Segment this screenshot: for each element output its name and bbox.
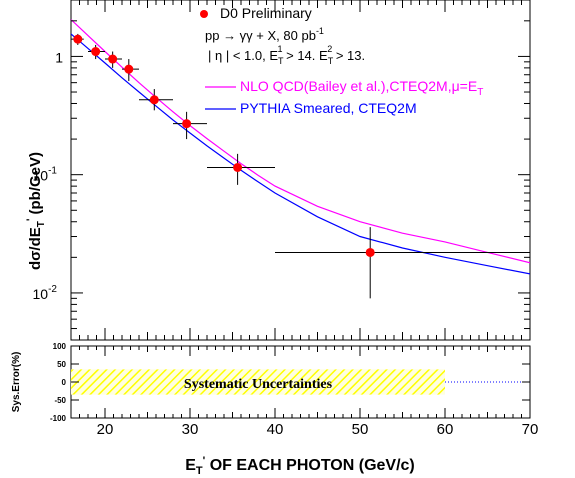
x-axis-label: ET' OF EACH PHOTON (GeV/c): [185, 455, 415, 477]
sys-ytick-label-3: -50: [54, 396, 66, 405]
ytick-label-0: 1: [55, 49, 63, 65]
xtick-label-5: 70: [522, 421, 539, 438]
legend-nlo-label: NLO QCD(Bailey et al.),CTEQ2M,μ=ET: [240, 78, 483, 98]
data-point-7: [365, 247, 375, 257]
main-plot-frame: [70, 0, 531, 341]
legend-d0-label: D0 Preliminary: [220, 5, 312, 21]
sys-ytick-label-0: 100: [53, 342, 67, 351]
data-point-6: [233, 163, 243, 173]
data-point-5: [182, 119, 192, 129]
data-point-2: [108, 54, 118, 64]
xtick-label-4: 60: [437, 421, 454, 438]
main-ylabel: dσ/dET'(pb/GeV): [25, 152, 47, 270]
data-point-1: [91, 47, 101, 57]
legend-marker-d0: [200, 10, 208, 18]
sys-band: [71, 369, 445, 395]
nlo-curve: [71, 19, 530, 264]
data-point-0: [73, 34, 83, 44]
sys-ytick-label-1: 50: [57, 360, 66, 369]
sys-ytick-label-2: 0: [62, 378, 67, 387]
ytick-label-1: 10-1: [33, 166, 58, 184]
ytick-label-2: 10-2: [33, 284, 58, 302]
legend-process: pp → γγ + X, 80 pb-1: [205, 26, 324, 43]
data-point-4: [149, 95, 159, 105]
xtick-label-1: 30: [182, 421, 199, 438]
legend: D0 Preliminary pp → γγ + X, 80 pb-1 | η …: [200, 5, 483, 116]
sys-ylabel: Sys.Error(%): [11, 352, 22, 413]
legend-pythia-label: PYTHIA Smeared, CTEQ2M: [240, 100, 417, 116]
xtick-label-2: 40: [267, 421, 284, 438]
sys-band-label: Systematic Uncertainties: [184, 377, 333, 392]
sys-ytick-label-4: -100: [50, 414, 67, 423]
legend-cuts: | η | < 1.0, ET1 > 14. ET2 > 13.: [208, 44, 365, 66]
pythia-curve: [71, 33, 530, 275]
xtick-label-0: 20: [97, 421, 114, 438]
data-point-3: [124, 64, 134, 74]
xtick-label-3: 50: [352, 421, 369, 438]
